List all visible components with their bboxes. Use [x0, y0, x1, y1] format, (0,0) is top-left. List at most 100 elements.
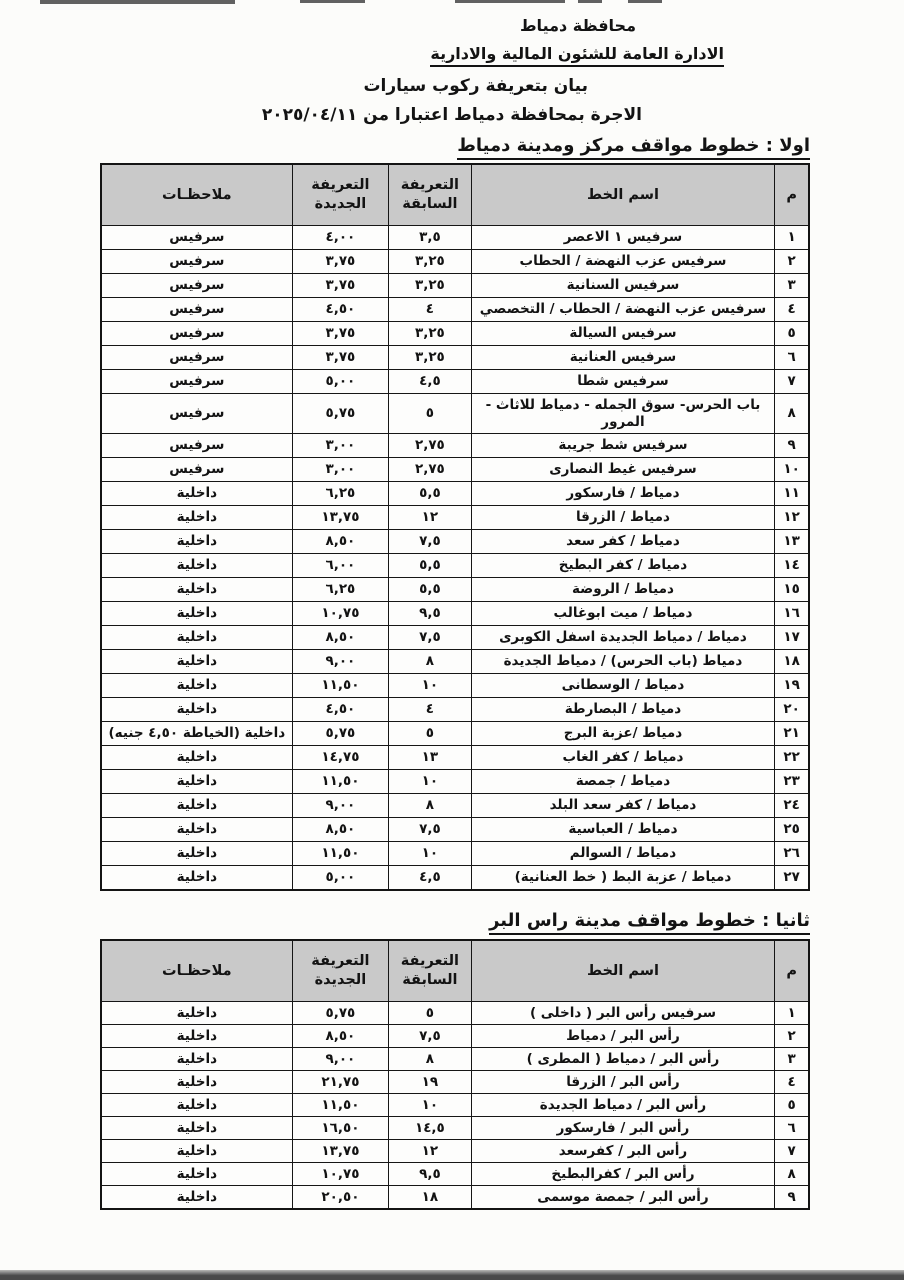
cell-notes: داخلية	[100, 769, 293, 794]
cell-num: ٢٤	[774, 793, 810, 818]
table-row: ٢ سرفيس عزب النهضة / الحطاب ٣,٢٥ ٣,٧٥ سرفيس	[100, 249, 810, 274]
cell-line-name: دمياط / الروضة	[470, 577, 776, 602]
cell-line-name: دمياط /عزبة البرج	[470, 721, 776, 746]
cell-num: ٦	[774, 345, 810, 370]
scan-artifact	[628, 0, 662, 3]
cell-prev-tariff: ٣,٢٥	[388, 273, 472, 298]
cell-new-tariff: ٨,٥٠	[291, 529, 390, 554]
col-num: م	[774, 163, 810, 226]
table-row: ٨ رأس البر / كفرالبطيخ ٩,٥ ١٠,٧٥ داخلية	[100, 1162, 810, 1186]
cell-prev-tariff: ١٤,٥	[388, 1116, 472, 1140]
cell-notes: داخلية	[100, 625, 293, 650]
cell-line-name: رأس البر / كفرالبطيخ	[470, 1162, 776, 1186]
table-row: ٥ رأس البر / دمياط الجديدة ١٠ ١١,٥٠ داخلية	[100, 1093, 810, 1117]
table-header: م اسم الخط التعريفة السابقة التعريفة الجديد…	[100, 939, 810, 1002]
table-row: ٧ سرفيس شطا ٤,٥ ٥,٠٠ سرفيس	[100, 369, 810, 394]
cell-num: ٦	[774, 1116, 810, 1140]
table-row: ٦ سرفيس العنانية ٣,٢٥ ٣,٧٥ سرفيس	[100, 345, 810, 370]
cell-num: ٢٣	[774, 769, 810, 794]
cell-new-tariff: ١١,٥٠	[291, 841, 390, 866]
table-row: ١٧ دمياط / دمياط الجديدة اسفل الكوبرى ٧,٥ ٨…	[100, 625, 810, 650]
cell-notes: داخلية	[100, 1185, 293, 1210]
cell-notes: داخلية	[100, 1162, 293, 1186]
cell-notes: داخلية	[100, 817, 293, 842]
cell-prev-tariff: ٨	[388, 649, 472, 674]
cell-notes: داخلية	[100, 481, 293, 506]
table-row: ٧ رأس البر / كفرسعد ١٢ ١٣,٧٥ داخلية	[100, 1139, 810, 1163]
cell-line-name: دمياط / جمصة	[470, 769, 776, 794]
cell-prev-tariff: ٨	[388, 793, 472, 818]
cell-num: ٢١	[774, 721, 810, 746]
cell-num: ١	[774, 1001, 810, 1025]
table-row: ٢٠ دمياط / البصارطة ٤ ٤,٥٠ داخلية	[100, 697, 810, 722]
cell-prev-tariff: ٧,٥	[388, 1024, 472, 1048]
cell-num: ٧	[774, 369, 810, 394]
cell-new-tariff: ٣,٧٥	[291, 273, 390, 298]
cell-new-tariff: ٢١,٧٥	[291, 1070, 390, 1094]
table-row: ٩ رأس البر / جمصة موسمى ١٨ ٢٠,٥٠ داخلية	[100, 1185, 810, 1210]
cell-prev-tariff: ٧,٥	[388, 529, 472, 554]
cell-new-tariff: ١١,٥٠	[291, 1093, 390, 1117]
cell-num: ١٣	[774, 529, 810, 554]
cell-num: ٩	[774, 433, 810, 458]
cell-num: ١٦	[774, 601, 810, 626]
col-line-name: اسم الخط	[470, 939, 776, 1002]
cell-num: ٢	[774, 1024, 810, 1048]
cell-new-tariff: ٤,٠٠	[291, 225, 390, 250]
cell-notes: سرفيس	[100, 345, 293, 370]
cell-num: ٩	[774, 1185, 810, 1210]
cell-num: ١	[774, 225, 810, 250]
cell-notes: داخلية	[100, 697, 293, 722]
col-num: م	[774, 939, 810, 1002]
cell-line-name: دمياط / كفر سعد	[470, 529, 776, 554]
cell-num: ٢٥	[774, 817, 810, 842]
cell-line-name: دمياط (باب الحرس) / دمياط الجديدة	[470, 649, 776, 674]
table-row: ١١ دمياط / فارسكور ٥,٥ ٦,٢٥ داخلية	[100, 481, 810, 506]
cell-line-name: سرفيس غيط النصارى	[470, 457, 776, 482]
cell-line-name: باب الحرس- سوق الجمله - دمياط للاثاث - ا…	[470, 393, 776, 434]
cell-line-name: رأس البر / دمياط	[470, 1024, 776, 1048]
cell-prev-tariff: ٨	[388, 1047, 472, 1071]
cell-num: ٥	[774, 1093, 810, 1117]
cell-notes: داخلية	[100, 505, 293, 530]
table-row: ٢٥ دمياط / العباسية ٧,٥ ٨,٥٠ داخلية	[100, 817, 810, 842]
department-title: الادارة العامة للشئون المالية والادارية	[430, 44, 724, 67]
table-row: ٤ سرفيس عزب النهضة / الحطاب / التخصصي ٤ ٤,٥…	[100, 297, 810, 322]
cell-notes: داخلية	[100, 841, 293, 866]
cell-new-tariff: ٥,٧٥	[291, 1001, 390, 1025]
scan-artifact	[40, 0, 235, 4]
scan-artifact	[300, 0, 365, 3]
cell-notes: داخلية	[100, 1093, 293, 1117]
cell-notes: داخلية	[100, 1047, 293, 1071]
table-row: ٤ رأس البر / الزرقا ١٩ ٢١,٧٥ داخلية	[100, 1070, 810, 1094]
cell-prev-tariff: ٤	[388, 697, 472, 722]
table-row: ٢ رأس البر / دمياط ٧,٥ ٨,٥٠ داخلية	[100, 1024, 810, 1048]
cell-line-name: دمياط / فارسكور	[470, 481, 776, 506]
scan-artifact-bottom	[0, 1270, 904, 1280]
cell-num: ٢٢	[774, 745, 810, 770]
cell-new-tariff: ١٠,٧٥	[291, 601, 390, 626]
cell-prev-tariff: ٤,٥	[388, 865, 472, 891]
cell-prev-tariff: ١٠	[388, 1093, 472, 1117]
cell-notes: داخلية	[100, 1024, 293, 1048]
cell-new-tariff: ٨,٥٠	[291, 817, 390, 842]
cell-line-name: رأس البر / جمصة موسمى	[470, 1185, 776, 1210]
cell-prev-tariff: ١٩	[388, 1070, 472, 1094]
cell-new-tariff: ٣,٧٥	[291, 249, 390, 274]
cell-notes: سرفيس	[100, 457, 293, 482]
cell-new-tariff: ٥,٠٠	[291, 369, 390, 394]
cell-line-name: دمياط / البصارطة	[470, 697, 776, 722]
cell-prev-tariff: ١٠	[388, 841, 472, 866]
col-prev-tariff: التعريفة السابقة	[388, 939, 472, 1002]
section-2-title: ثانيا : خطوط مواقف مدينة راس البر	[489, 910, 810, 935]
cell-notes: سرفيس	[100, 249, 293, 274]
table-row: ١٦ دمياط / ميت ابوغالب ٩,٥ ١٠,٧٥ داخلية	[100, 601, 810, 626]
cell-new-tariff: ١١,٥٠	[291, 673, 390, 698]
section-1-title-line: اولا : خطوط مواقف مركز ومدينة دمياط	[0, 134, 904, 160]
table-row: ٣ رأس البر / دمياط ( المطرى ) ٨ ٩,٠٠ داخلية	[100, 1047, 810, 1071]
cell-new-tariff: ٥,٧٥	[291, 721, 390, 746]
cell-line-name: سرفيس ١ الاعصر	[470, 225, 776, 250]
cell-prev-tariff: ٧,٥	[388, 625, 472, 650]
cell-num: ١٥	[774, 577, 810, 602]
